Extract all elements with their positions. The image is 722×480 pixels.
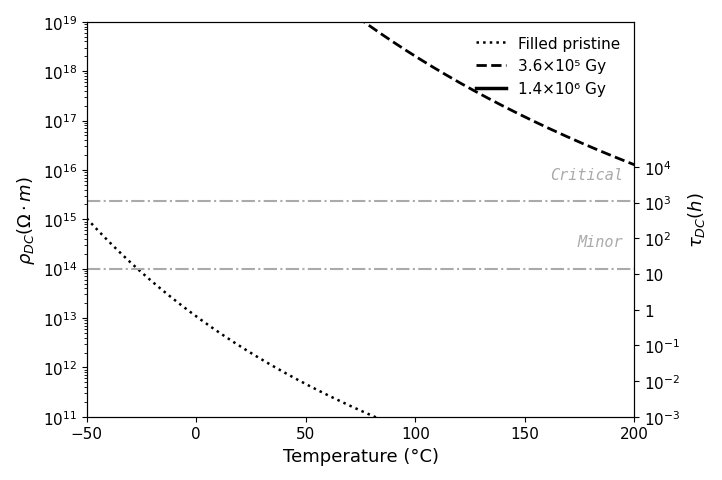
Y-axis label: $\tau_{DC}(h)$: $\tau_{DC}(h)$ [686,192,707,248]
Line: Filled pristine: Filled pristine [87,219,635,480]
Filled pristine [531,472,540,478]
Line: 3.6×10⁵ Gy: 3.6×10⁵ Gy [87,0,635,166]
Filled pristine [409,430,417,435]
3.6×10⁵ Gy [346,10,355,16]
3.6×10⁵ Gy [630,163,639,168]
Legend: Filled pristine, 3.6×10⁵ Gy, 1.4×10⁶ Gy: Filled pristine, 3.6×10⁵ Gy, 1.4×10⁶ Gy [469,30,627,103]
Filled pristine [346,403,355,409]
3.6×10⁵ Gy [531,120,540,126]
3.6×10⁵ Gy [379,33,388,39]
3.6×10⁵ Gy [617,157,625,163]
1.4×10⁶ Gy [617,11,625,16]
Text: Critical: Critical [550,168,623,182]
3.6×10⁵ Gy [409,53,417,59]
3.6×10⁵ Gy [342,7,351,13]
Text: Minor: Minor [578,235,623,250]
Y-axis label: $\rho_{DC}(\Omega\cdot m)$: $\rho_{DC}(\Omega\cdot m)$ [15,176,37,264]
Filled pristine [342,402,351,408]
Filled pristine [379,418,388,423]
Line: 1.4×10⁶ Gy: 1.4×10⁶ Gy [87,0,635,19]
Filled pristine [82,216,91,222]
1.4×10⁶ Gy [630,16,639,22]
X-axis label: Temperature (°C): Temperature (°C) [282,447,438,465]
